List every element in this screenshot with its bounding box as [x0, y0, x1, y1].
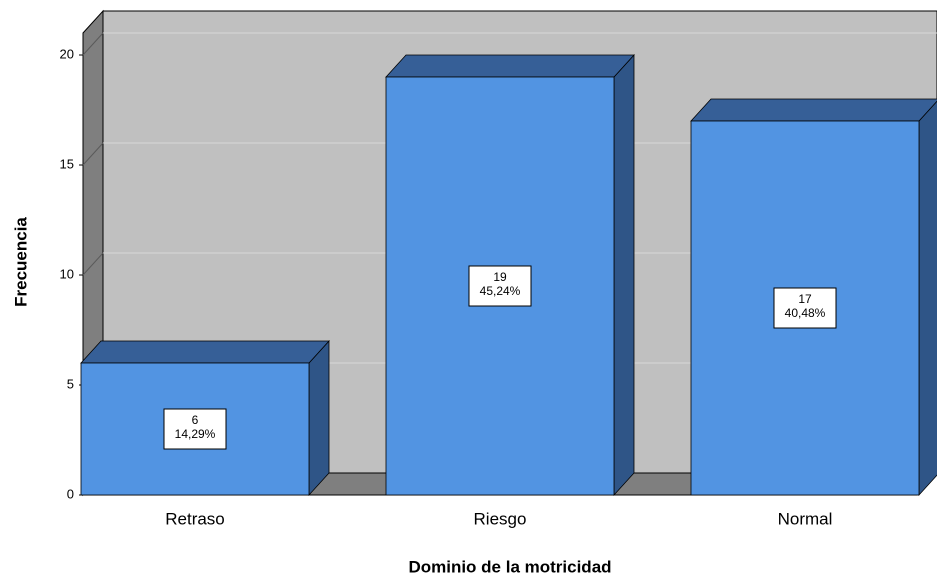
percent-label: 40,48%: [785, 306, 826, 320]
x-tick-label: Normal: [778, 509, 833, 528]
y-tick-label: 20: [60, 46, 74, 61]
bar-side: [308, 339, 330, 497]
label-box: [468, 265, 532, 307]
grid-line: [82, 252, 104, 276]
grid-line: [82, 142, 104, 166]
x-tick-label: Riesgo: [474, 509, 527, 528]
data-label: 17: [798, 292, 812, 306]
grid-line: [82, 32, 104, 56]
data-label: 19: [493, 270, 507, 284]
percent-label: 14,29%: [175, 427, 216, 441]
percent-label: 45,24%: [480, 284, 521, 298]
y-axis-label: Frecuencia: [11, 217, 30, 307]
x-axis-label: Dominio de la motricidad: [408, 557, 611, 576]
bar-side: [613, 53, 635, 497]
y-tick-label: 0: [67, 486, 74, 501]
y-tick-label: 15: [60, 156, 74, 171]
y-tick-label: 10: [60, 266, 74, 281]
bar-top: [690, 98, 937, 122]
data-label: 6: [192, 413, 199, 427]
y-tick-label: 5: [67, 376, 74, 391]
x-tick-label: Retraso: [165, 509, 225, 528]
label-box: [163, 408, 227, 450]
bar-top: [385, 54, 635, 78]
label-box: [773, 287, 837, 329]
bar-side: [918, 100, 937, 497]
bar-top: [80, 340, 330, 364]
